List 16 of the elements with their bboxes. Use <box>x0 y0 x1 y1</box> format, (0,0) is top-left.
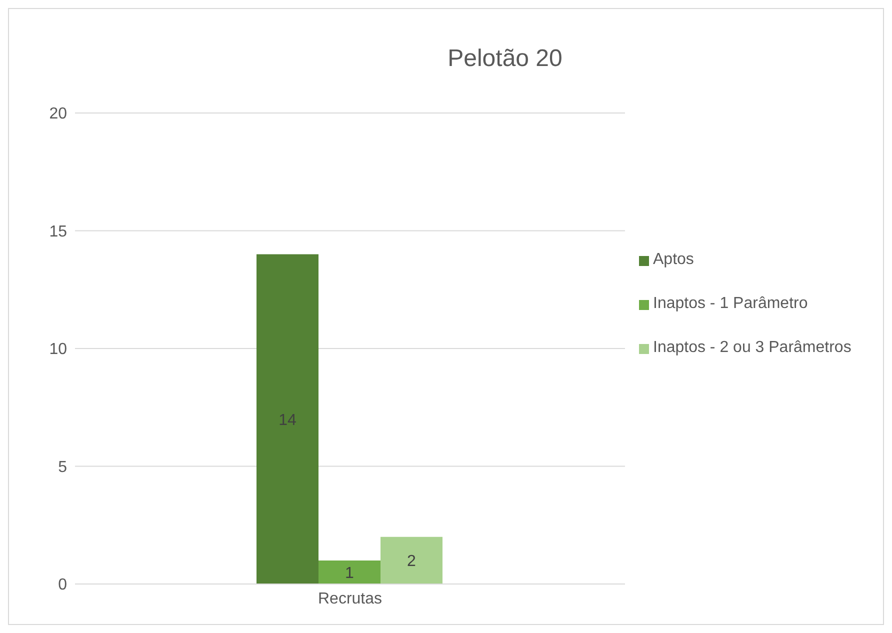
y-tick-label: 5 <box>58 458 68 476</box>
legend-label: Inaptos - 1 Parâmetro <box>653 294 809 312</box>
data-label: 1 <box>345 564 354 582</box>
data-label: 2 <box>407 553 416 570</box>
bar <box>318 560 380 584</box>
y-tick-label: 0 <box>58 576 68 594</box>
legend-label: Aptos <box>653 250 695 268</box>
legend-label: Inaptos - 2 ou 3 Parâmetros <box>653 338 852 356</box>
chart-title: Pelotão 20 <box>446 45 564 73</box>
y-tick-label: 10 <box>49 341 68 358</box>
data-label: 14 <box>278 412 296 429</box>
bar <box>256 254 318 584</box>
y-tick-label: 15 <box>49 223 68 240</box>
x-tick-label: Recrutas <box>318 590 382 608</box>
bar <box>380 536 442 584</box>
y-tick-label: 20 <box>49 106 68 123</box>
